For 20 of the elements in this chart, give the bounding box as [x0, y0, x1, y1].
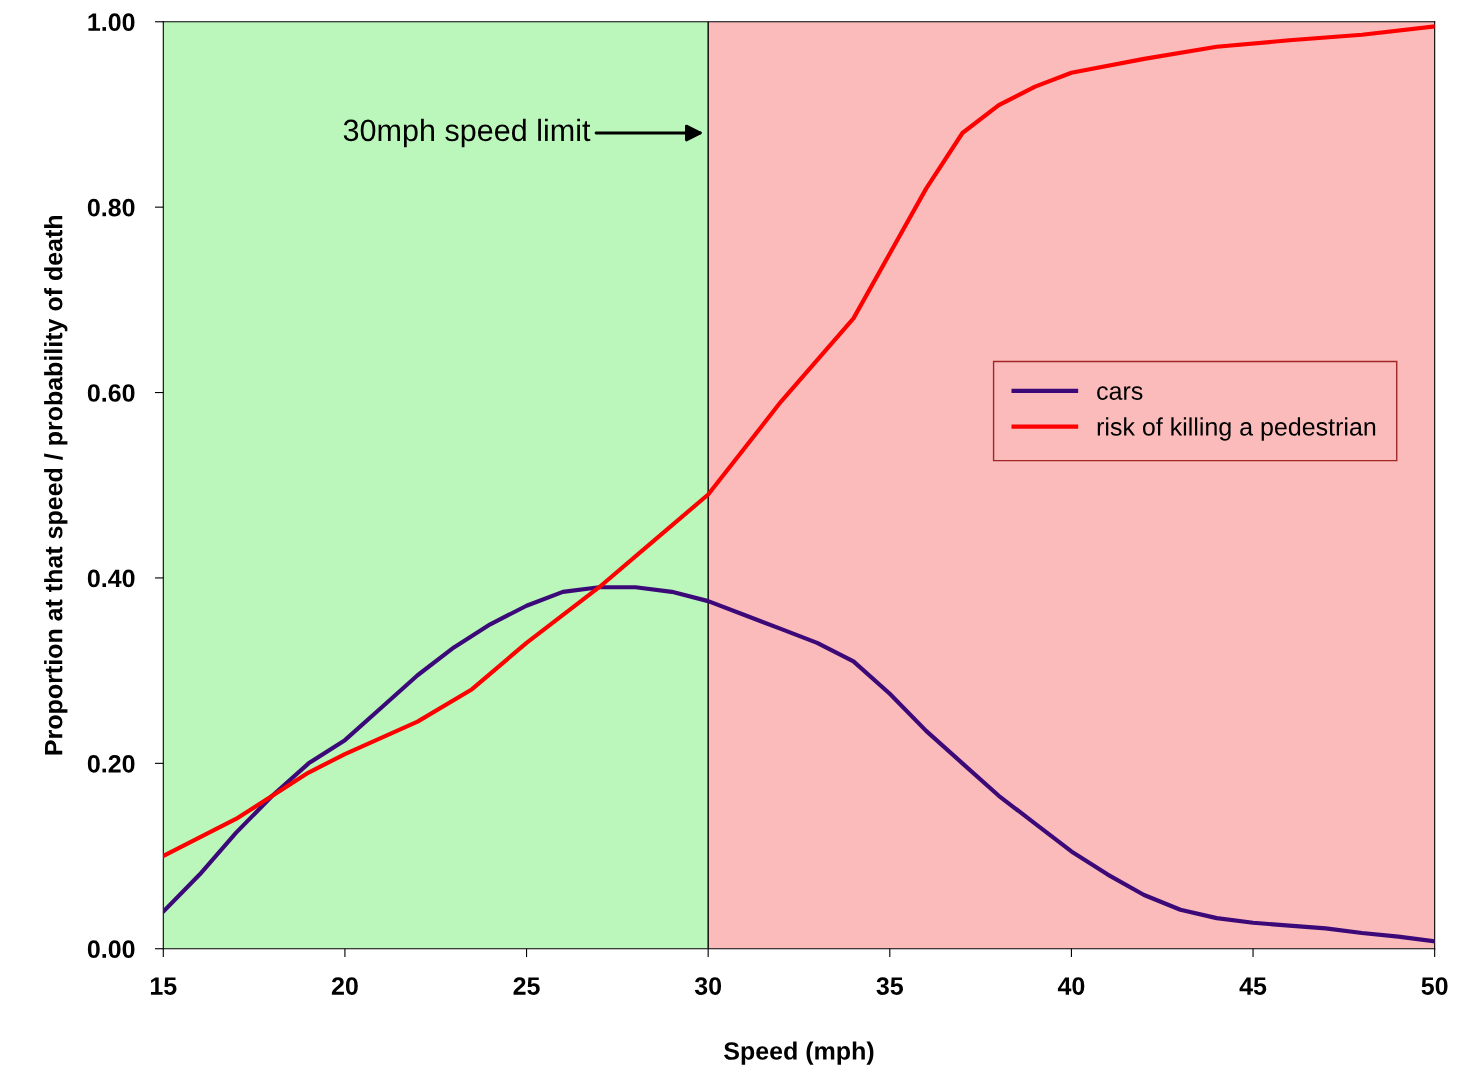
- y-tick-label: 1.00: [88, 13, 135, 32]
- x-tick-label: 20: [331, 977, 358, 995]
- y-tick-label: 0.60: [87, 384, 135, 402]
- x-tick-label: 25: [513, 977, 540, 995]
- line-series: [163, 585, 1435, 944]
- x-tick-label: 45: [1239, 977, 1267, 995]
- x-axis-title: Speed (mph): [724, 1041, 874, 1065]
- y-tick-label: 0.80: [87, 198, 135, 217]
- x-tick-label: 15: [150, 977, 177, 995]
- x-tick-label: 50: [1421, 977, 1448, 995]
- x-tick-label: 30: [694, 977, 722, 995]
- y-axis-title: Proportion at that speed / probability of death: [44, 215, 68, 755]
- x-tick-label: 35: [876, 977, 904, 995]
- legend-label: risk of killing a pedestrian: [1097, 417, 1376, 441]
- y-tick-label: 0.40: [87, 569, 135, 588]
- y-tick-label: 0.00: [87, 940, 135, 959]
- x-tick-label: 40: [1057, 977, 1085, 995]
- legend-label: cars: [1097, 386, 1143, 400]
- annotation: 30mph speed limit: [343, 118, 591, 148]
- y-tick-label: 0.20: [87, 754, 135, 773]
